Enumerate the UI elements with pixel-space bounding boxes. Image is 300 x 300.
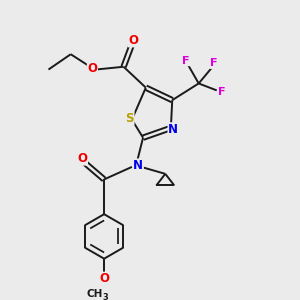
Text: O: O (77, 152, 87, 165)
Text: F: F (182, 56, 190, 66)
Text: F: F (210, 58, 218, 68)
Text: 3: 3 (103, 292, 108, 300)
Text: O: O (87, 61, 98, 75)
Text: N: N (133, 159, 143, 172)
Text: O: O (128, 34, 138, 47)
Text: F: F (218, 87, 226, 97)
Text: O: O (99, 272, 109, 285)
Text: N: N (168, 123, 178, 136)
Text: CH: CH (86, 289, 103, 299)
Text: S: S (125, 112, 134, 125)
